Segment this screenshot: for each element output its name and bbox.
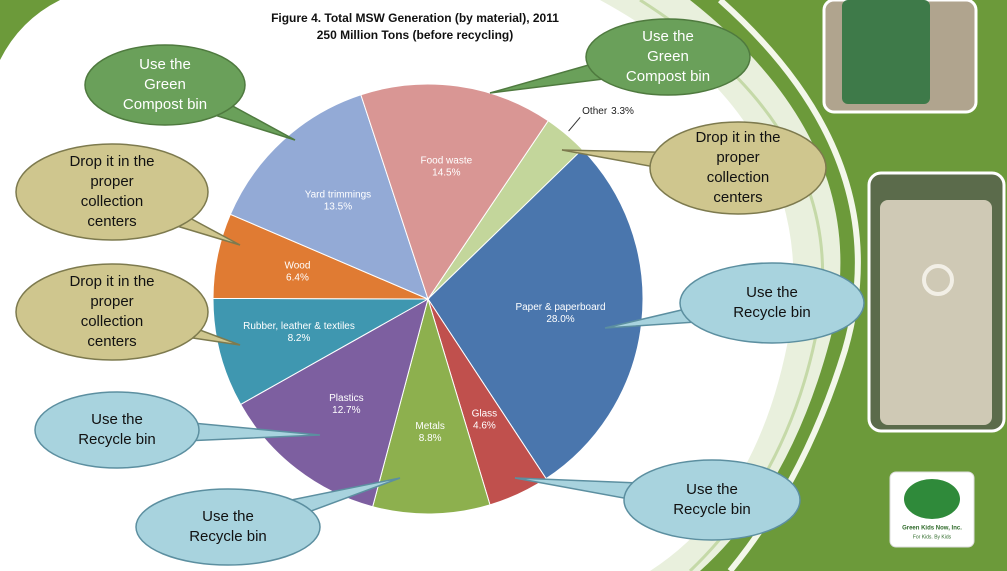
callout: Use the Green Compost bin bbox=[84, 44, 296, 141]
callout-bubble bbox=[585, 18, 751, 96]
slice-value-label: 14.5% bbox=[432, 168, 460, 179]
pie-slice bbox=[239, 297, 429, 508]
callout-text: Compost bin bbox=[626, 68, 710, 85]
callout-bubble bbox=[34, 391, 200, 469]
callout-text: Drop it in the bbox=[69, 153, 154, 170]
callout-bubble bbox=[15, 263, 209, 361]
callout: Use the Recycle bin bbox=[604, 262, 865, 344]
logo-mark bbox=[904, 479, 960, 519]
callout-text: Use the bbox=[202, 508, 254, 525]
callout-bubble bbox=[84, 44, 246, 126]
slice-label: Rubber, leather & textiles bbox=[243, 321, 355, 332]
callout-text: centers bbox=[87, 213, 136, 230]
logo-tagline: For Kids. By Kids bbox=[913, 534, 952, 540]
slice-label: Plastics bbox=[329, 393, 363, 404]
callout: Use the Recycle bin bbox=[135, 477, 401, 566]
callout-text: Use the bbox=[91, 411, 143, 428]
callout-bubble bbox=[649, 121, 827, 215]
callout-bubble bbox=[679, 262, 865, 344]
callout-text: proper bbox=[90, 293, 133, 310]
callout: Drop it in the proper collection centers bbox=[15, 143, 241, 246]
callout-text: Drop it in the bbox=[69, 273, 154, 290]
pie-slice bbox=[229, 94, 429, 300]
callouts: Use the Green Compost bin Use the Green Compo… bbox=[15, 18, 865, 566]
callout-text: Use the bbox=[746, 284, 798, 301]
slice-value-label: 6.4% bbox=[286, 273, 309, 284]
callout: Use the Recycle bin bbox=[514, 459, 801, 541]
slice-value-label: 8.2% bbox=[288, 333, 311, 344]
callout-text: Recycle bin bbox=[673, 501, 751, 518]
callout: Use the Green Compost bin bbox=[489, 18, 751, 96]
slice-label: Paper & paperboard bbox=[515, 302, 605, 313]
callout-text: Use the bbox=[642, 28, 694, 45]
recycle-symbol bbox=[922, 264, 954, 296]
slice-value-label: 13.5% bbox=[324, 201, 352, 212]
slice-label: Yard trimmings bbox=[305, 189, 372, 200]
callout-text: Green bbox=[144, 76, 186, 93]
callout-text: Use the bbox=[139, 56, 191, 73]
callout-text: Recycle bin bbox=[733, 304, 811, 321]
callout-text: collection bbox=[707, 169, 770, 186]
callout: Drop it in the proper collection centers bbox=[15, 263, 241, 361]
callout-text: Use the bbox=[686, 481, 738, 498]
callout-text: centers bbox=[87, 333, 136, 350]
chart-title: Figure 4. Total MSW Generation (by mater… bbox=[271, 11, 559, 25]
callout-bubble bbox=[15, 143, 209, 241]
callout-text: Recycle bin bbox=[78, 431, 156, 448]
slice-label: Metals bbox=[415, 421, 444, 432]
callout-text: Green bbox=[647, 48, 689, 65]
callout: Use the Recycle bin bbox=[34, 391, 321, 469]
callout-text: Compost bin bbox=[123, 96, 207, 113]
slice-label: Food waste bbox=[420, 156, 472, 167]
callout-text: collection bbox=[81, 313, 144, 330]
logo-name: Green Kids Now, Inc. bbox=[902, 526, 962, 532]
leader-line bbox=[568, 116, 581, 132]
photo-green-bin-body bbox=[842, 0, 930, 104]
callout-bubble bbox=[623, 459, 801, 541]
pie-slice bbox=[212, 297, 430, 406]
callout-text: proper bbox=[90, 173, 133, 190]
slice-label: Other bbox=[582, 106, 608, 117]
callout-bubble bbox=[135, 488, 321, 566]
corner-swoosh bbox=[0, 0, 60, 60]
pie-slice bbox=[372, 297, 491, 515]
callout-text: Recycle bin bbox=[189, 528, 267, 545]
chart-subtitle: 250 Million Tons (before recycling) bbox=[317, 28, 513, 42]
slice-value-label: 12.7% bbox=[332, 405, 360, 416]
slice-label: Wood bbox=[284, 261, 310, 272]
slice-value-label: 3.3% bbox=[611, 106, 634, 117]
callout-text: proper bbox=[716, 149, 759, 166]
callout: Drop it in the proper collection centers bbox=[561, 121, 827, 215]
photo-recycle-bin-body bbox=[880, 200, 992, 425]
callout-text: collection bbox=[81, 193, 144, 210]
slice-value-label: 8.8% bbox=[419, 433, 442, 444]
pie-slice bbox=[360, 83, 549, 301]
callout-text: centers bbox=[713, 189, 762, 206]
slice-value-label: 4.6% bbox=[473, 420, 496, 431]
slice-label: Glass bbox=[472, 408, 498, 419]
callout-text: Drop it in the bbox=[695, 129, 780, 146]
slice-value-label: 28.0% bbox=[546, 314, 574, 325]
